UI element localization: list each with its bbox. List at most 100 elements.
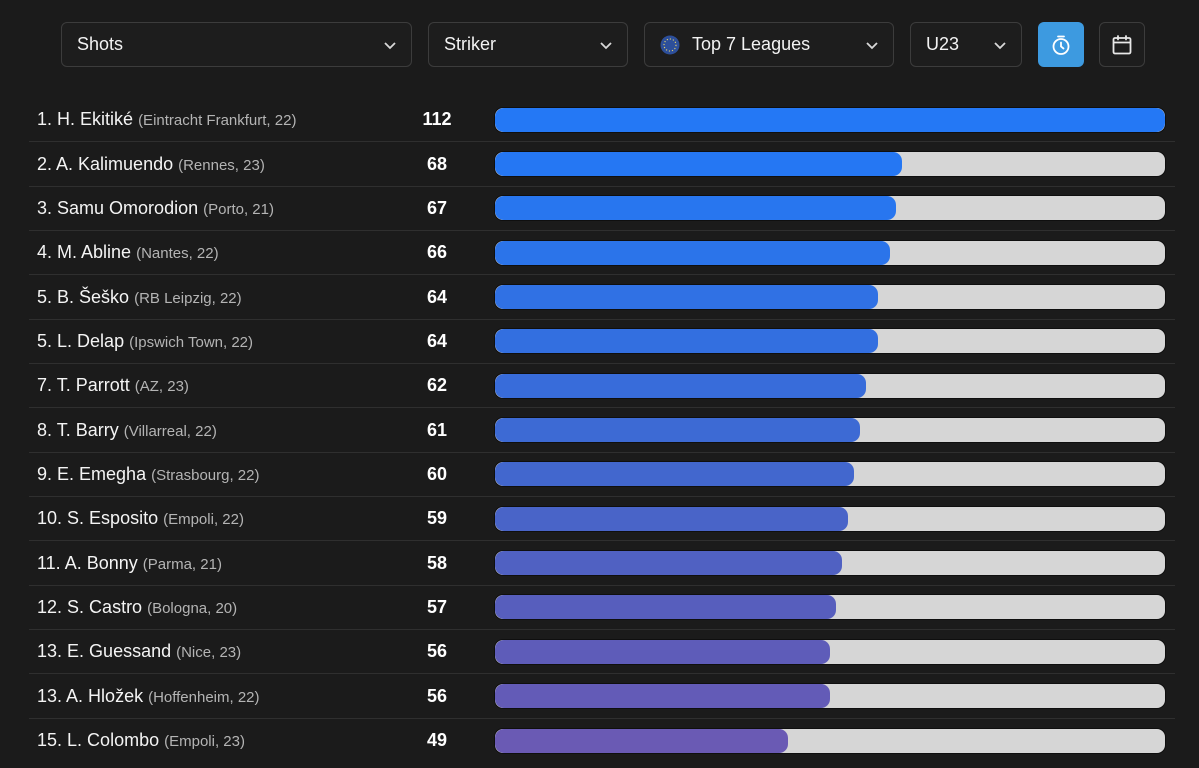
player-row[interactable]: 10. S. Esposito (Empoli, 22) 59 [29,497,1175,542]
stat-bar-fill [495,240,890,265]
player-name: 3. Samu Omorodion (Porto, 21) [37,198,274,219]
player-row[interactable]: 11. A. Bonny (Parma, 21) 58 [29,541,1175,586]
player-ranking-list: 1. H. Ekitiké (Eintracht Frankfurt, 22) 11… [29,98,1175,763]
chevron-down-icon [600,41,612,49]
player-row[interactable]: 7. T. Parrott (AZ, 23) 62 [29,364,1175,409]
chevron-down-icon [866,41,878,49]
stat-select[interactable]: Shots [61,22,412,67]
per90-toggle-button[interactable] [1038,22,1084,67]
player-club-age: (RB Leipzig, 22) [134,289,242,307]
player-rank: 3. [37,197,53,218]
player-row[interactable]: 5. L. Delap (Ipswich Town, 22) 64 [29,320,1175,365]
league-select-value: Top 7 Leagues [692,34,811,54]
player-name: 8. T. Barry (Villarreal, 22) [37,420,217,441]
stat-bar-track [494,727,1166,754]
stat-bar-track [494,505,1166,532]
player-name: 2. A. Kalimuendo (Rennes, 23) [37,154,265,175]
stat-bar-track [494,328,1166,355]
player-name-text: A. Hložek [66,685,144,706]
player-rank: 4. [37,242,53,263]
stat-bar-fill [495,329,878,354]
player-club-age: (Empoli, 22) [163,511,244,529]
player-club-age: (Nice, 23) [176,644,242,662]
stat-value: 56 [426,685,448,706]
player-name: 11. A. Bonny (Parma, 21) [37,553,222,574]
player-row[interactable]: 13. E. Guessand (Nice, 23) 56 [29,630,1175,675]
stopwatch-icon [1052,35,1070,55]
stat-bar-fill [495,728,789,753]
player-name-text: B. Šeško [57,286,130,307]
stat-bar-fill [495,152,902,177]
season-picker-button[interactable] [1099,22,1145,67]
league-select[interactable]: Top 7 Leagues [644,22,894,67]
stat-bar-fill [495,684,830,709]
player-row[interactable]: 4. M. Abline (Nantes, 22) 66 [29,231,1175,276]
globe-stars-icon [660,35,680,54]
calendar-icon [1112,34,1132,54]
filter-toolbar: Shots Striker Top 7 Leagues U23 [61,22,1160,67]
player-rank: 10. [37,508,63,529]
stat-value: 57 [426,596,448,617]
stat-bar-fill [495,551,842,576]
player-name-text: A. Bonny [64,552,138,573]
stat-bar-track [494,417,1166,444]
player-name-text: Samu Omorodion [57,197,199,218]
player-rank: 9. [37,463,53,484]
player-club-age: (Parma, 21) [142,555,222,573]
position-select[interactable]: Striker [428,22,628,67]
stat-bar-track [494,594,1166,621]
player-club-age: (Porto, 21) [203,200,274,218]
stat-value: 66 [426,242,448,263]
player-row[interactable]: 12. S. Castro (Bologna, 20) 57 [29,586,1175,631]
player-club-age: (Bologna, 20) [147,599,238,617]
stat-value: 60 [426,463,448,484]
player-name-text: A. Kalimuendo [56,153,174,174]
age-select[interactable]: U23 [910,22,1022,67]
player-rank: 1. [37,109,53,130]
player-rank: 7. [37,375,53,396]
player-name: 7. T. Parrott (AZ, 23) [37,375,189,396]
player-name-text: M. Abline [57,242,132,263]
player-name-text: T. Parrott [56,375,130,396]
player-row[interactable]: 9. E. Emegha (Strasbourg, 22) 60 [29,453,1175,498]
stat-value: 112 [422,109,452,130]
stat-bar-track [494,638,1166,665]
stat-bar-track [494,372,1166,399]
stat-value: 64 [426,330,448,351]
player-name-text: S. Castro [67,596,143,617]
player-row[interactable]: 15. L. Colombo (Empoli, 23) 49 [29,719,1175,763]
stat-bar-track [494,461,1166,488]
stat-bar-fill [495,462,854,487]
player-row[interactable]: 2. A. Kalimuendo (Rennes, 23) 68 [29,142,1175,187]
player-name: 1. H. Ekitiké (Eintracht Frankfurt, 22) [37,109,296,130]
age-select-value: U23 [926,34,960,54]
stat-bar-track [494,550,1166,577]
player-club-age: (Ipswich Town, 22) [129,333,254,351]
player-rank: 5. [37,286,53,307]
player-name: 13. A. Hložek (Hoffenheim, 22) [37,686,260,707]
player-name-text: L. Delap [57,330,125,351]
player-name: 5. B. Šeško (RB Leipzig, 22) [37,287,242,308]
player-name-text: L. Colombo [67,730,160,751]
player-rank: 15. [37,730,63,751]
stat-bar-fill [495,107,1165,132]
stat-bar-track [494,151,1166,178]
player-name: 12. S. Castro (Bologna, 20) [37,597,237,618]
player-row[interactable]: 1. H. Ekitiké (Eintracht Frankfurt, 22) 11… [29,98,1175,143]
stat-value: 59 [426,508,448,529]
player-club-age: (Nantes, 22) [136,245,219,263]
stat-select-value: Shots [77,34,124,54]
stat-value: 67 [426,197,448,218]
player-club-age: (AZ, 23) [134,378,189,396]
player-name: 15. L. Colombo (Empoli, 23) [37,730,245,751]
player-row[interactable]: 3. Samu Omorodion (Porto, 21) 67 [29,187,1175,232]
player-row[interactable]: 13. A. Hložek (Hoffenheim, 22) 56 [29,674,1175,719]
stat-value: 68 [426,153,448,174]
player-rank: 5. [37,330,53,351]
player-row[interactable]: 8. T. Barry (Villarreal, 22) 61 [29,408,1175,453]
player-name-text: E. Emegha [57,463,147,484]
stat-bar-fill [495,595,836,620]
player-row[interactable]: 5. B. Šeško (RB Leipzig, 22) 64 [29,275,1175,320]
player-name-text: E. Guessand [67,641,172,662]
player-name: 10. S. Esposito (Empoli, 22) [37,508,244,529]
